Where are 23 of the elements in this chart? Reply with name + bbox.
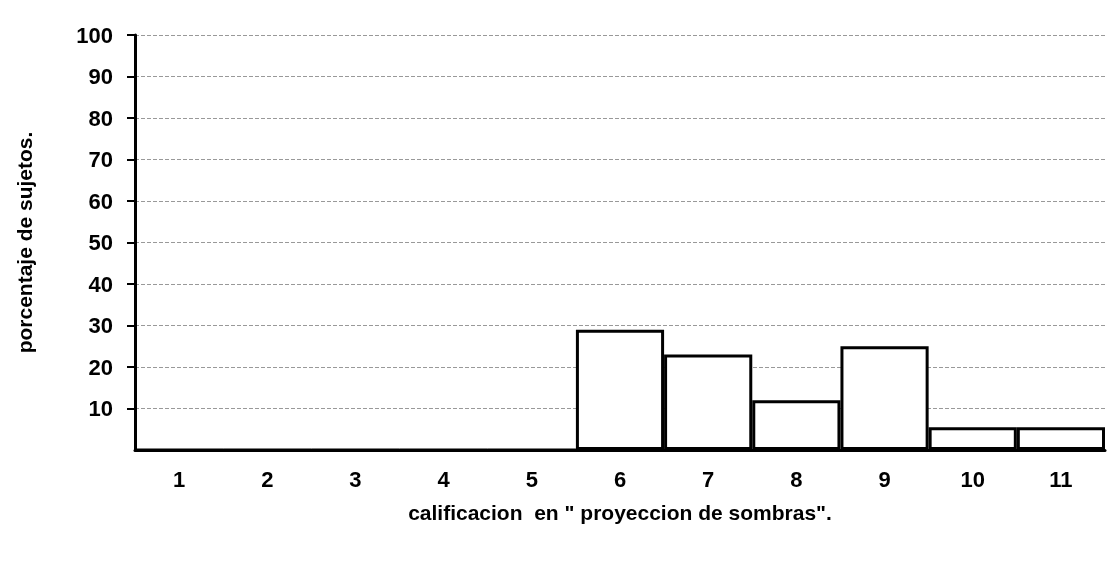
y-tick-label: 80 xyxy=(88,105,113,131)
x-tick-label: 2 xyxy=(261,466,274,492)
y-axis-title: porcentaje de sujetos. xyxy=(13,131,36,354)
y-tick-label: 40 xyxy=(88,271,113,297)
y-tick-label: 100 xyxy=(76,22,113,48)
x-tick-label: 1 xyxy=(172,466,186,492)
y-tick-label: 30 xyxy=(88,313,113,338)
y-tick-label: 50 xyxy=(88,230,113,255)
x-tick-label: 3 xyxy=(349,466,362,492)
x-axis-title: calificacion en " proyeccion de sombras". xyxy=(408,501,832,524)
x-tick-label: 8 xyxy=(790,466,803,492)
x-tick-label: 9 xyxy=(878,466,891,492)
x-tick-label: 4 xyxy=(437,466,451,492)
x-tick-label: 6 xyxy=(613,466,627,492)
x-tick-label: 11 xyxy=(1049,466,1073,492)
x-tick-label: 5 xyxy=(525,466,538,492)
x-tick-label: 7 xyxy=(702,466,715,492)
y-tick-label: 90 xyxy=(88,64,113,89)
y-tick-label: 10 xyxy=(88,396,113,421)
y-tick-label: 70 xyxy=(88,147,113,172)
x-tick-label: 10 xyxy=(960,466,985,492)
y-tick-label: 60 xyxy=(88,188,113,214)
y-tick-label: 20 xyxy=(88,354,113,380)
